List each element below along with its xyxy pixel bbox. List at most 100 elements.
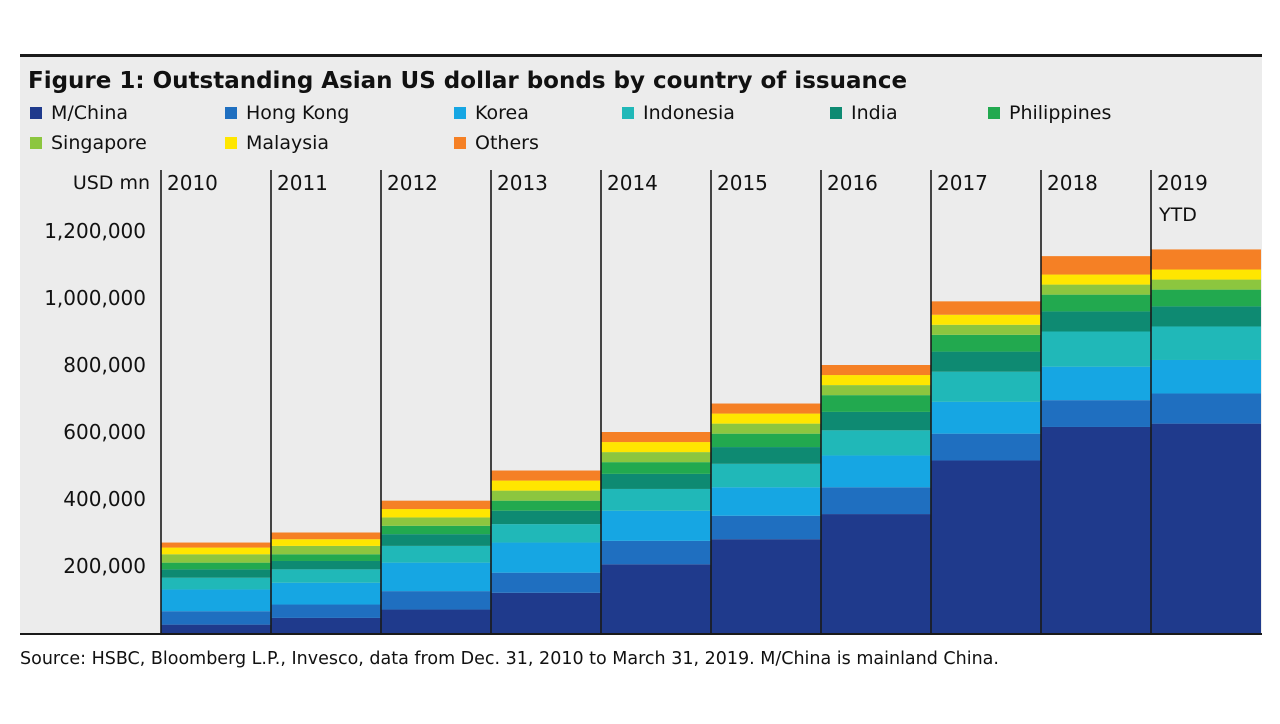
bar-segment-philippines-2012 bbox=[381, 525, 491, 535]
bar-segment-philippines-2014 bbox=[601, 462, 711, 474]
bar-segment-singapore-2017 bbox=[931, 324, 1041, 335]
bar-segment-korea-2014 bbox=[601, 510, 711, 541]
bar-segment-others-2014 bbox=[601, 432, 711, 443]
bar-segment-others-2019 bbox=[1151, 249, 1261, 270]
bar-segment-korea-2012 bbox=[381, 562, 491, 592]
bar-segment-malaysia-2018 bbox=[1041, 274, 1151, 285]
source-note: Source: HSBC, Bloomberg L.P., Invesco, d… bbox=[20, 649, 999, 669]
bar-segment-m-china-2018 bbox=[1041, 426, 1151, 633]
bar-segment-others-2016 bbox=[821, 365, 931, 376]
bar-segment-india-2017 bbox=[931, 351, 1041, 372]
legend-swatch-indonesia bbox=[622, 107, 634, 119]
column-dividers bbox=[160, 170, 1152, 633]
bar-segment-singapore-2013 bbox=[491, 490, 601, 501]
legend-label: M/China bbox=[51, 102, 128, 124]
y-axis-label: USD mn bbox=[73, 172, 150, 194]
x-tick-label: 2019 bbox=[1157, 171, 1208, 195]
bar-segment-m-china-2016 bbox=[821, 514, 931, 633]
bar-segment-korea-2011 bbox=[271, 582, 381, 605]
top-rule bbox=[20, 54, 1262, 57]
x-tick-label: 2014 bbox=[607, 171, 658, 195]
bar-segment-korea-2017 bbox=[931, 401, 1041, 434]
bar-segment-indonesia-2014 bbox=[601, 488, 711, 511]
bar-segment-m-china-2017 bbox=[931, 460, 1041, 633]
y-tick-label: 1,200,000 bbox=[44, 219, 146, 243]
y-tick-label: 800,000 bbox=[63, 353, 146, 377]
bar-segment-korea-2010 bbox=[161, 589, 271, 612]
legend-label: Indonesia bbox=[643, 102, 735, 124]
bar-segment-india-2012 bbox=[381, 534, 491, 546]
bar-segment-korea-2019 bbox=[1151, 359, 1261, 394]
y-tick-label: 600,000 bbox=[63, 420, 146, 444]
bar-segment-india-2010 bbox=[161, 569, 271, 578]
bar-segment-philippines-2011 bbox=[271, 554, 381, 561]
bar-segment-m-china-2019 bbox=[1151, 423, 1261, 633]
bar-segment-hong-kong-2019 bbox=[1151, 393, 1261, 424]
bar-segment-korea-2015 bbox=[711, 487, 821, 516]
y-tick-label: 200,000 bbox=[63, 554, 146, 578]
legend-label: Korea bbox=[475, 102, 529, 124]
bar-segment-m-china-2015 bbox=[711, 539, 821, 633]
legend-label: Malaysia bbox=[246, 132, 329, 154]
bar-segment-india-2016 bbox=[821, 411, 931, 431]
bar-segment-malaysia-2019 bbox=[1151, 269, 1261, 280]
bar-segment-india-2014 bbox=[601, 473, 711, 489]
bar-segment-m-china-2012 bbox=[381, 609, 491, 633]
bar-segment-indonesia-2018 bbox=[1041, 331, 1151, 367]
bar-segment-india-2015 bbox=[711, 447, 821, 464]
bar-segment-india-2011 bbox=[271, 560, 381, 570]
bar-segment-others-2013 bbox=[491, 470, 601, 481]
bar-segment-indonesia-2017 bbox=[931, 371, 1041, 402]
bar-segment-m-china-2011 bbox=[271, 617, 381, 633]
legend-swatch-korea bbox=[454, 107, 466, 119]
legend-label: Others bbox=[475, 132, 539, 154]
bar-segment-korea-2016 bbox=[821, 455, 931, 488]
bar-segment-philippines-2019 bbox=[1151, 289, 1261, 307]
x-tick-label: 2016 bbox=[827, 171, 878, 195]
bar-segment-malaysia-2014 bbox=[601, 442, 711, 453]
bar-segment-others-2012 bbox=[381, 500, 491, 510]
bar-segment-korea-2013 bbox=[491, 542, 601, 573]
bar-segment-india-2018 bbox=[1041, 311, 1151, 332]
y-tick-label: 1,000,000 bbox=[44, 286, 146, 310]
bar-segment-hong-kong-2018 bbox=[1041, 400, 1151, 427]
x-tick-sublabel: YTD bbox=[1158, 204, 1197, 226]
bar-segment-india-2013 bbox=[491, 510, 601, 525]
bar-segment-philippines-2016 bbox=[821, 395, 931, 412]
bar-segment-others-2018 bbox=[1041, 256, 1151, 275]
bar-segment-philippines-2010 bbox=[161, 562, 271, 570]
bar-segment-malaysia-2016 bbox=[821, 375, 931, 386]
bar-segment-philippines-2017 bbox=[931, 334, 1041, 352]
bar-segment-indonesia-2015 bbox=[711, 463, 821, 488]
bar-segment-hong-kong-2013 bbox=[491, 572, 601, 593]
bar-segment-malaysia-2017 bbox=[931, 314, 1041, 325]
legend-swatch-hong-kong bbox=[225, 107, 237, 119]
bar-segment-indonesia-2019 bbox=[1151, 326, 1261, 360]
bar-segment-hong-kong-2010 bbox=[161, 611, 271, 625]
bar-segment-indonesia-2012 bbox=[381, 545, 491, 563]
bar-segment-philippines-2013 bbox=[491, 500, 601, 511]
bar-segment-singapore-2015 bbox=[711, 423, 821, 434]
bar-segment-singapore-2016 bbox=[821, 385, 931, 396]
x-tick-label: 2010 bbox=[167, 171, 218, 195]
bar-segment-malaysia-2015 bbox=[711, 413, 821, 424]
bar-segment-indonesia-2011 bbox=[271, 569, 381, 583]
bar-segment-philippines-2015 bbox=[711, 433, 821, 448]
legend-swatch-philippines bbox=[988, 107, 1000, 119]
x-tick-label: 2015 bbox=[717, 171, 768, 195]
bar-segment-others-2010 bbox=[161, 542, 271, 548]
legend-swatch-m-china bbox=[30, 107, 42, 119]
bar-segment-philippines-2018 bbox=[1041, 294, 1151, 312]
bar-segment-malaysia-2011 bbox=[271, 539, 381, 546]
bar-segment-indonesia-2016 bbox=[821, 430, 931, 456]
bar-segment-hong-kong-2012 bbox=[381, 591, 491, 610]
bar-segment-hong-kong-2014 bbox=[601, 540, 711, 565]
x-tick-label: 2013 bbox=[497, 171, 548, 195]
bar-segment-singapore-2011 bbox=[271, 545, 381, 555]
chart-title: Figure 1: Outstanding Asian US dollar bo… bbox=[28, 68, 907, 94]
bar-segment-singapore-2019 bbox=[1151, 279, 1261, 290]
bar-segment-singapore-2012 bbox=[381, 517, 491, 526]
bar-segment-malaysia-2010 bbox=[161, 547, 271, 555]
bar-segment-malaysia-2012 bbox=[381, 509, 491, 518]
bottom-rule bbox=[20, 633, 1262, 635]
